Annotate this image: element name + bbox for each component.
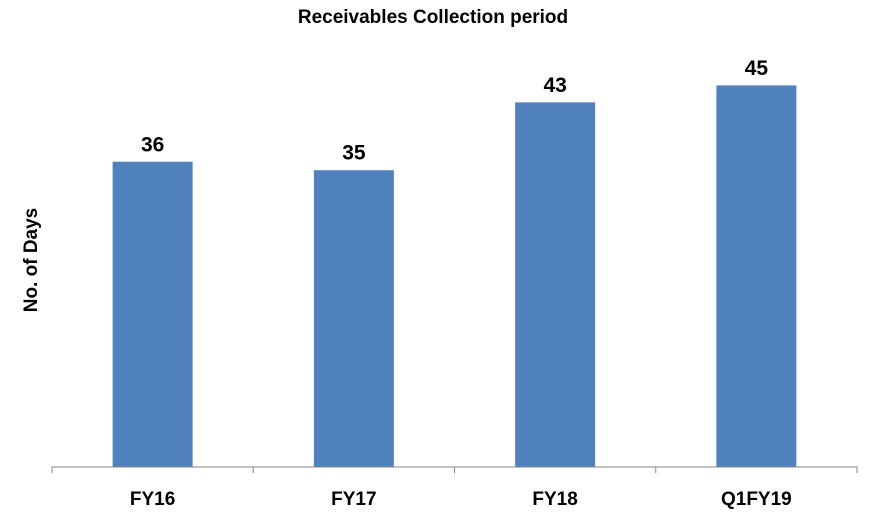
bar	[716, 85, 797, 468]
data-label: 43	[543, 74, 566, 97]
chart-title: Receivables Collection period	[298, 7, 568, 28]
data-label: 36	[141, 133, 164, 156]
x-tick-label: FY17	[331, 489, 376, 510]
x-tick-label: FY16	[130, 489, 175, 510]
data-label: 35	[342, 142, 366, 165]
y-axis-label: No. of Days	[21, 208, 42, 313]
bar	[112, 161, 193, 467]
bar	[313, 170, 394, 467]
bar	[515, 102, 596, 468]
x-tick-label: FY18	[532, 489, 577, 510]
x-tick-label: Q1FY19	[721, 489, 792, 510]
data-label: 45	[745, 57, 769, 80]
